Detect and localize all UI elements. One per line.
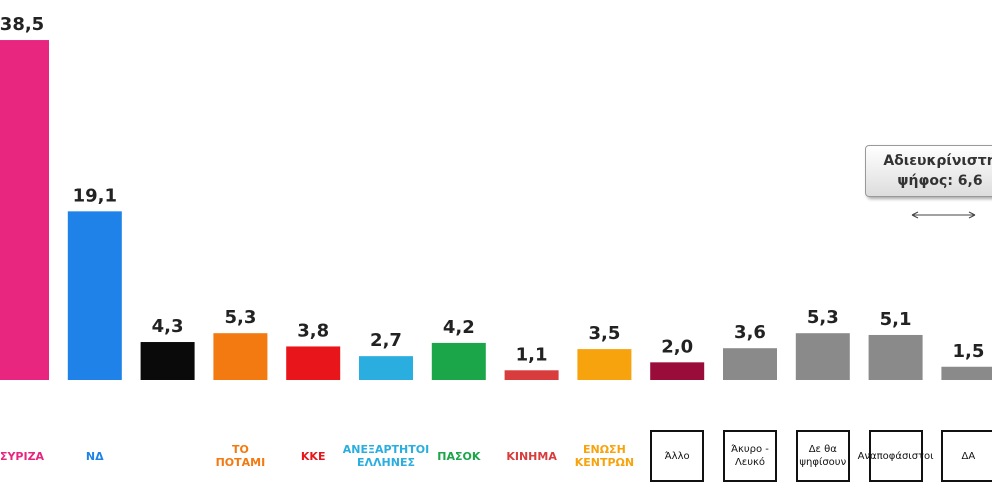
bar: [650, 362, 705, 380]
bar: [504, 370, 559, 380]
bar: [431, 342, 486, 380]
bar: [359, 356, 413, 380]
bar: [723, 348, 777, 380]
category-label: Αναποφάσιστοι: [858, 430, 934, 482]
bar: [795, 333, 850, 380]
value-label: 5,3: [224, 307, 256, 328]
annotation: Αδιευκρίνιστη ψήφος: 6,6: [865, 145, 992, 197]
value-label: 5,3: [807, 307, 839, 328]
value-label: 1,5: [952, 341, 984, 362]
category-label: ΔΑ: [941, 430, 992, 482]
bar: [286, 346, 341, 380]
category-label: Δε θα ψηφίσουν: [795, 430, 850, 482]
category-label: ΚΙΝΗΜΑ: [506, 449, 557, 463]
bar: [67, 211, 122, 380]
value-label: 2,7: [370, 330, 402, 351]
value-label: 3,6: [734, 322, 766, 343]
value-label: 4,3: [152, 316, 184, 337]
category-label: ΠΑΣΟΚ: [437, 449, 481, 463]
bar: [213, 333, 268, 380]
value-label: 4,2: [443, 317, 475, 338]
category-label: ΚΚΕ: [300, 449, 326, 463]
value-label: 2,0: [661, 336, 693, 357]
category-label: ΝΔ: [85, 449, 104, 463]
bar: [868, 334, 923, 380]
bar: [0, 40, 49, 381]
value-label: 1,1: [516, 344, 548, 365]
bar: [941, 366, 992, 380]
bar: [577, 349, 632, 380]
bar: [140, 342, 195, 380]
category-label: ΕΝΩΣΗ ΚΕΝΤΡΩΝ: [574, 443, 635, 469]
value-label: 19,1: [73, 185, 117, 206]
value-label: 3,5: [588, 323, 620, 344]
value-label: 38,5: [0, 14, 44, 35]
category-label: Άλλο: [650, 430, 705, 482]
category-label: ΤΟ ΠΟΤΑΜΙ: [215, 443, 266, 469]
category-label: ΑΝΕΞΑΡΤΗΤΟΙ ΕΛΛΗΝΕΣ: [342, 443, 430, 469]
value-label: 5,1: [880, 309, 912, 330]
category-label: ΣΥΡΙΖΑ: [0, 449, 45, 463]
arrow-heads: [911, 211, 976, 219]
category-label: Άκυρο - Λευκό: [723, 430, 777, 482]
value-label: 3,8: [297, 320, 329, 341]
